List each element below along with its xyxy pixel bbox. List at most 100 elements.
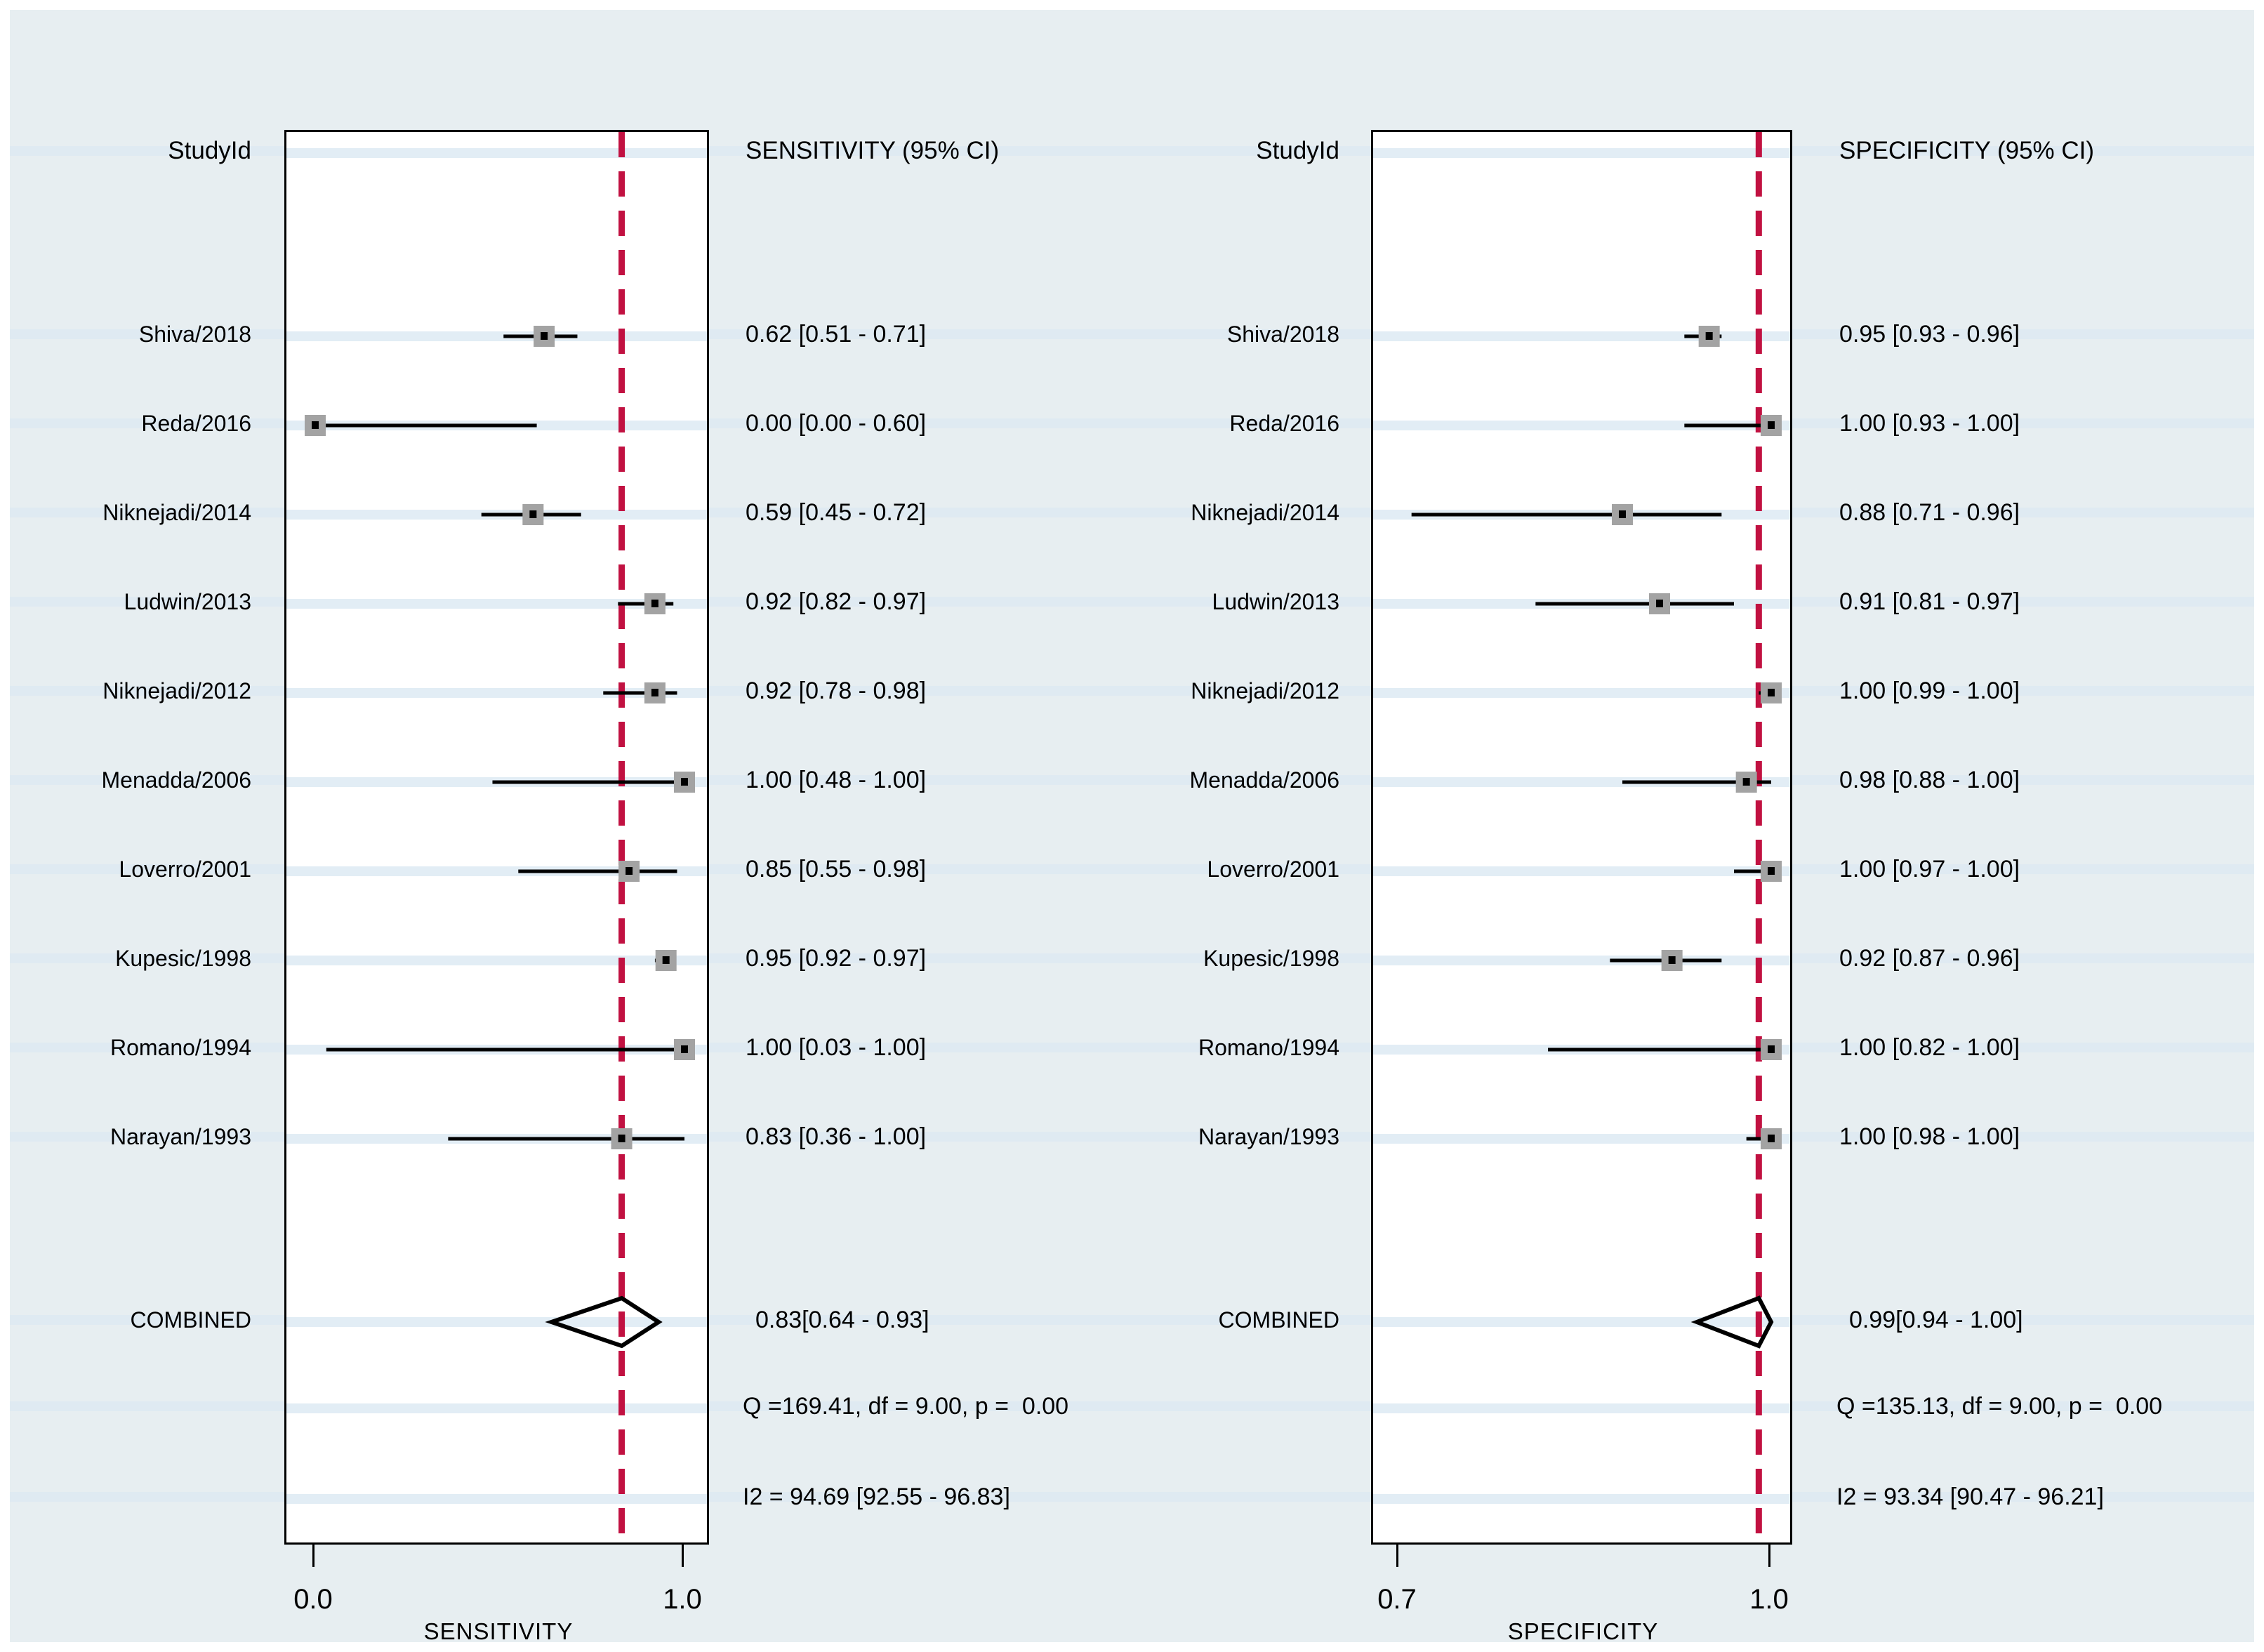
row-stripe — [1373, 331, 1790, 341]
study-label: Romano/1994 — [110, 1035, 251, 1060]
row-stripe — [286, 866, 707, 876]
specificity-ci-value: 1.00 [0.97 - 1.00] — [1839, 856, 2020, 883]
study-label: Shiva/2018 — [138, 322, 251, 347]
study-header-right: StudyId — [1256, 137, 1339, 164]
specificity-ci-value: 0.95 [0.93 - 0.96] — [1839, 321, 2020, 348]
x-tick-label: 0.0 — [293, 1584, 333, 1615]
sensitivity-plot-layer — [305, 132, 695, 1547]
marker-dot — [529, 510, 537, 518]
row-stripe — [286, 1403, 707, 1413]
row-stripe — [1373, 866, 1790, 876]
marker-dot — [1619, 510, 1626, 518]
specificity-plot-layer — [1411, 132, 1782, 1547]
marker-dot — [1768, 1045, 1775, 1053]
marker-dot — [662, 956, 670, 964]
study-label: Menadda/2006 — [1189, 767, 1339, 793]
sensitivity-ci-value: 0.92 [0.78 - 0.98] — [746, 678, 927, 704]
study-label: Reda/2016 — [1229, 411, 1339, 436]
study-label: Kupesic/1998 — [1203, 946, 1339, 971]
sensitivity-header: SENSITIVITY (95% CI) — [746, 137, 1000, 164]
sensitivity-ci-value: 0.95 [0.92 - 0.97] — [746, 945, 927, 972]
specificity-ci-value: 1.00 [0.82 - 1.00] — [1839, 1034, 2020, 1061]
combined-value-left: 0.83[0.64 - 0.93] — [755, 1307, 929, 1333]
q-statistic-left: Q =169.41, df = 9.00, p = 0.00 — [743, 1393, 1069, 1420]
marker-dot — [625, 867, 633, 875]
study-label: Shiva/2018 — [1226, 322, 1339, 347]
x-tick-mark — [1396, 1545, 1398, 1567]
row-stripe — [1373, 1403, 1790, 1413]
row-stripe — [1373, 421, 1790, 430]
marker-dot — [1768, 689, 1775, 696]
study-label: Niknejadi/2012 — [102, 678, 251, 703]
marker-dot — [618, 1135, 625, 1142]
sensitivity-ci-value: 0.83 [0.36 - 1.00] — [746, 1123, 927, 1150]
sensitivity-ci-value: 0.62 [0.51 - 0.71] — [746, 321, 927, 348]
study-label: Narayan/1993 — [1198, 1124, 1339, 1149]
row-stripe — [1373, 956, 1790, 965]
specificity-ci-value: 0.92 [0.87 - 0.96] — [1839, 945, 2020, 972]
specificity-header: SPECIFICITY (95% CI) — [1839, 137, 2095, 164]
row-stripe — [286, 688, 707, 698]
marker-dot — [1768, 867, 1775, 875]
combined-diamond — [545, 1295, 663, 1349]
specificity-plot-area — [1371, 130, 1792, 1547]
marker-dot — [1768, 421, 1775, 429]
study-label: Reda/2016 — [141, 411, 251, 436]
row-stripe — [286, 956, 707, 965]
row-stripe — [1373, 1317, 1790, 1327]
i2-statistic-left: I2 = 94.69 [92.55 - 96.83] — [743, 1484, 1010, 1510]
x-tick-mark — [1768, 1545, 1770, 1567]
row-stripe — [286, 1317, 707, 1327]
study-label: Loverro/2001 — [119, 857, 251, 882]
study-label: Loverro/2001 — [1207, 857, 1339, 882]
x-tick-mark — [682, 1545, 684, 1567]
combined-label-right: COMBINED — [1218, 1307, 1339, 1333]
specificity-ci-value: 1.00 [0.99 - 1.00] — [1839, 678, 2020, 704]
x-tick-label: 1.0 — [1749, 1584, 1789, 1615]
x-tick-label: 1.0 — [663, 1584, 702, 1615]
row-stripe — [1373, 777, 1790, 787]
row-stripe — [1373, 1134, 1790, 1144]
marker-dot — [541, 332, 548, 340]
i2-statistic-right: I2 = 93.34 [90.47 - 96.21] — [1836, 1484, 2104, 1510]
study-label: Romano/1994 — [1198, 1035, 1339, 1060]
marker-dot — [1656, 600, 1663, 607]
study-label: Kupesic/1998 — [115, 946, 251, 971]
sensitivity-ci-value: 0.00 [0.00 - 0.60] — [746, 410, 927, 437]
x-tick-mark — [312, 1545, 315, 1567]
study-header-left: StudyId — [168, 137, 251, 164]
study-label: Ludwin/2013 — [124, 589, 251, 614]
study-label: Ludwin/2013 — [1212, 589, 1339, 614]
specificity-ci-value: 0.88 [0.71 - 0.96] — [1839, 499, 2020, 526]
combined-diamond — [1690, 1295, 1774, 1349]
sensitivity-ci-value: 0.59 [0.45 - 0.72] — [746, 499, 927, 526]
sensitivity-ci-value: 0.85 [0.55 - 0.98] — [746, 856, 927, 883]
study-label: Niknejadi/2014 — [102, 500, 251, 525]
marker-dot — [651, 600, 658, 607]
specificity-ci-value: 1.00 [0.93 - 1.00] — [1839, 410, 2020, 437]
specificity-ci-value: 1.00 [0.98 - 1.00] — [1839, 1123, 2020, 1150]
combined-value-right: 0.99[0.94 - 1.00] — [1849, 1307, 2023, 1333]
marker-dot — [1768, 1135, 1775, 1142]
row-stripe — [286, 148, 707, 158]
study-label: Menadda/2006 — [101, 767, 251, 793]
x-axis-title-left: SENSITIVITY — [423, 1618, 574, 1644]
row-stripe — [1373, 688, 1790, 698]
marker-dot — [681, 1045, 688, 1053]
marker-dot — [1705, 332, 1713, 340]
specificity-ci-value: 0.98 [0.88 - 1.00] — [1839, 767, 2020, 793]
specificity-ci-value: 0.91 [0.81 - 0.97] — [1839, 588, 2020, 615]
marker-dot — [312, 421, 319, 429]
x-tick-label: 0.7 — [1377, 1584, 1417, 1615]
combined-label-left: COMBINED — [130, 1307, 251, 1333]
marker-dot — [1668, 956, 1676, 964]
sensitivity-ci-value: 1.00 [0.48 - 1.00] — [746, 767, 927, 793]
study-label: Narayan/1993 — [110, 1124, 251, 1149]
row-stripe — [286, 331, 707, 341]
sensitivity-ci-value: 0.92 [0.82 - 0.97] — [746, 588, 927, 615]
row-stripe — [1373, 1494, 1790, 1504]
study-label: Niknejadi/2012 — [1191, 678, 1339, 703]
study-label: Niknejadi/2014 — [1191, 500, 1339, 525]
row-stripe — [286, 1494, 707, 1504]
